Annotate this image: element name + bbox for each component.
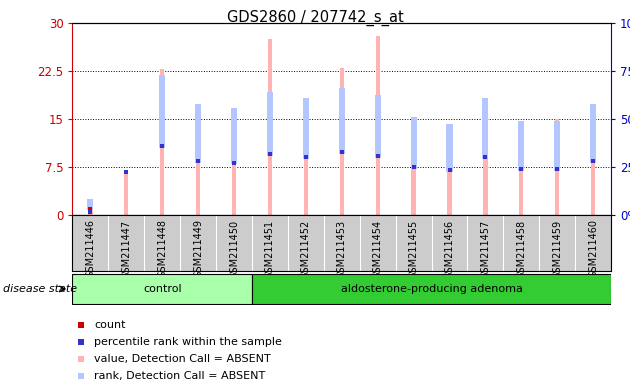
- FancyBboxPatch shape: [252, 274, 611, 304]
- Bar: [304, 127, 308, 215]
- Bar: [231, 108, 237, 164]
- Text: GSM211453: GSM211453: [337, 220, 346, 279]
- Bar: [518, 121, 524, 171]
- Bar: [340, 68, 344, 215]
- Bar: [232, 108, 236, 215]
- Bar: [447, 124, 452, 172]
- Text: GDS2860 / 207742_s_at: GDS2860 / 207742_s_at: [227, 10, 403, 26]
- Text: GSM211449: GSM211449: [193, 220, 203, 278]
- Bar: [554, 121, 560, 171]
- Text: control: control: [143, 284, 181, 294]
- Text: GSM211451: GSM211451: [265, 220, 275, 279]
- Bar: [88, 199, 93, 210]
- Bar: [268, 39, 272, 215]
- Bar: [124, 172, 129, 215]
- Text: GSM211456: GSM211456: [445, 220, 454, 279]
- Text: value, Detection Call = ABSENT: value, Detection Call = ABSENT: [94, 354, 271, 364]
- Bar: [303, 98, 309, 159]
- Bar: [447, 157, 452, 215]
- Text: GSM211450: GSM211450: [229, 220, 239, 279]
- Text: GSM211460: GSM211460: [588, 220, 598, 278]
- Bar: [88, 207, 93, 215]
- Bar: [267, 91, 273, 156]
- Text: disease state: disease state: [3, 284, 77, 294]
- Text: rank, Detection Call = ABSENT: rank, Detection Call = ABSENT: [94, 371, 265, 381]
- Text: GSM211459: GSM211459: [553, 220, 562, 279]
- Text: GSM211458: GSM211458: [517, 220, 526, 279]
- Text: GSM211446: GSM211446: [86, 220, 95, 278]
- Bar: [196, 114, 200, 215]
- Bar: [159, 75, 165, 148]
- FancyBboxPatch shape: [72, 274, 252, 304]
- Bar: [483, 98, 488, 159]
- Text: GSM211455: GSM211455: [409, 220, 418, 279]
- Text: GSM211457: GSM211457: [481, 220, 490, 279]
- Bar: [411, 117, 416, 169]
- Text: GSM211447: GSM211447: [122, 220, 131, 279]
- Text: GSM211452: GSM211452: [301, 220, 311, 279]
- Bar: [590, 104, 596, 162]
- Bar: [339, 88, 345, 154]
- Bar: [375, 36, 380, 215]
- Bar: [411, 117, 416, 215]
- Bar: [555, 119, 559, 215]
- Text: percentile rank within the sample: percentile rank within the sample: [94, 337, 282, 347]
- Bar: [519, 127, 524, 215]
- Text: aldosterone-producing adenoma: aldosterone-producing adenoma: [341, 284, 522, 294]
- Bar: [483, 108, 488, 215]
- Bar: [375, 95, 381, 158]
- Bar: [591, 127, 595, 215]
- Text: GSM211448: GSM211448: [158, 220, 167, 278]
- Bar: [160, 69, 164, 215]
- Text: count: count: [94, 319, 125, 330]
- Text: GSM211454: GSM211454: [373, 220, 382, 279]
- Bar: [195, 104, 201, 162]
